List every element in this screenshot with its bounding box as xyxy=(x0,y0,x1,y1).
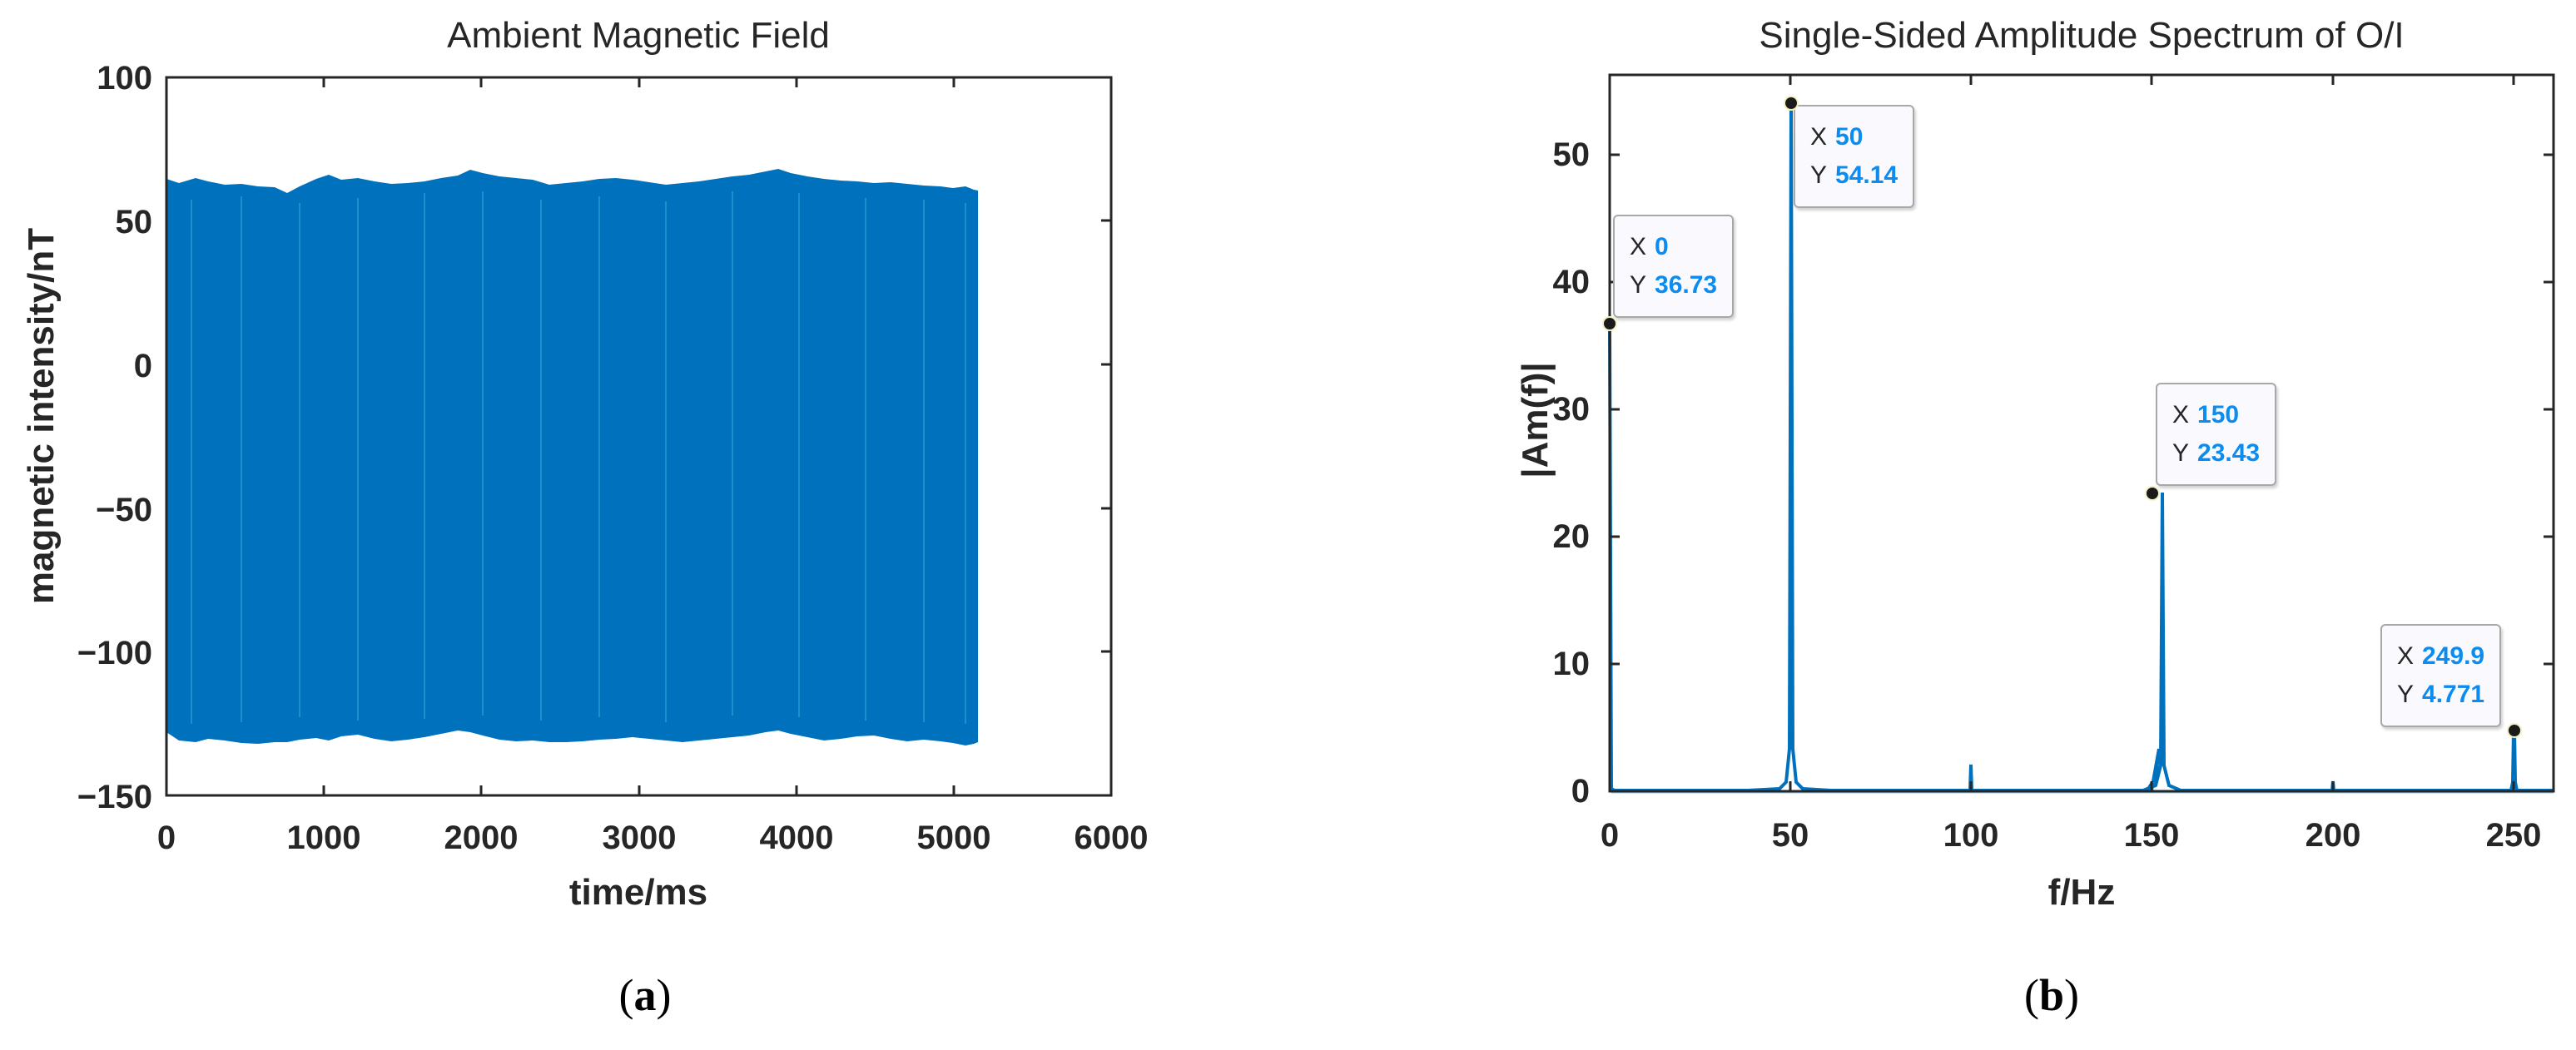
left-ytick-0: 0 xyxy=(133,348,152,384)
right-xtick-100: 100 xyxy=(1943,817,1999,854)
left-xtick-3000: 3000 xyxy=(602,820,677,856)
datatip-150[interactable]: X 150 Y 23.43 xyxy=(2156,383,2277,486)
datatip-50[interactable]: X 50 Y 54.14 xyxy=(1794,105,1915,208)
right-xtick-200: 200 xyxy=(2305,817,2361,854)
left-x-axis-label: time/ms xyxy=(568,872,708,913)
left-xtick-2000: 2000 xyxy=(444,820,519,856)
left-xtick-4000: 4000 xyxy=(759,820,834,856)
left-xtick-5000: 5000 xyxy=(916,820,991,856)
left-chart-title: Ambient Magnetic Field xyxy=(447,15,830,56)
right-ytick-50: 50 xyxy=(1552,136,1591,173)
caption-b: (b) xyxy=(2023,970,2080,1020)
right-chart-title: Single-Sided Amplitude Spectrum of O/I xyxy=(1759,15,2405,56)
right-xtick-250: 250 xyxy=(2485,817,2542,854)
left-plot-area xyxy=(165,76,1113,797)
caption-a: (a) xyxy=(618,970,672,1020)
right-ytick-0: 0 xyxy=(1571,773,1590,810)
right-axes-box xyxy=(1608,73,2555,793)
left-ytick-100: 100 xyxy=(97,60,152,97)
left-ytick-neg150: −150 xyxy=(77,779,152,815)
right-plot-area xyxy=(1608,73,2555,794)
left-xtick-6000: 6000 xyxy=(1074,820,1149,856)
left-xtick-1000: 1000 xyxy=(286,820,361,856)
left-xtick-0: 0 xyxy=(156,820,176,856)
datatip-249-9[interactable]: X 249.9 Y 4.771 xyxy=(2380,624,2502,727)
right-x-axis-label: f/Hz xyxy=(2047,872,2116,913)
left-ytick-neg50: −50 xyxy=(96,492,152,528)
right-xtick-0: 0 xyxy=(1600,817,1620,854)
datatip-249-9-marker[interactable] xyxy=(2509,725,2520,736)
datatip-150-marker[interactable] xyxy=(2147,488,2158,499)
datatip-0-marker[interactable] xyxy=(1604,318,1616,329)
right-xtick-150: 150 xyxy=(2123,817,2180,854)
left-signal-band xyxy=(166,169,978,745)
right-ytick-10: 10 xyxy=(1552,646,1591,682)
left-ytick-neg100: −100 xyxy=(77,635,152,671)
right-xtick-50: 50 xyxy=(1771,817,1809,854)
right-ytick-30: 30 xyxy=(1552,391,1591,428)
right-y-axis-label: |Am(f)| xyxy=(1515,362,1556,478)
datatip-50-marker[interactable] xyxy=(1785,97,1797,109)
right-ytick-40: 40 xyxy=(1552,264,1591,300)
left-ytick-50: 50 xyxy=(115,204,153,240)
right-ytick-20: 20 xyxy=(1552,518,1591,555)
